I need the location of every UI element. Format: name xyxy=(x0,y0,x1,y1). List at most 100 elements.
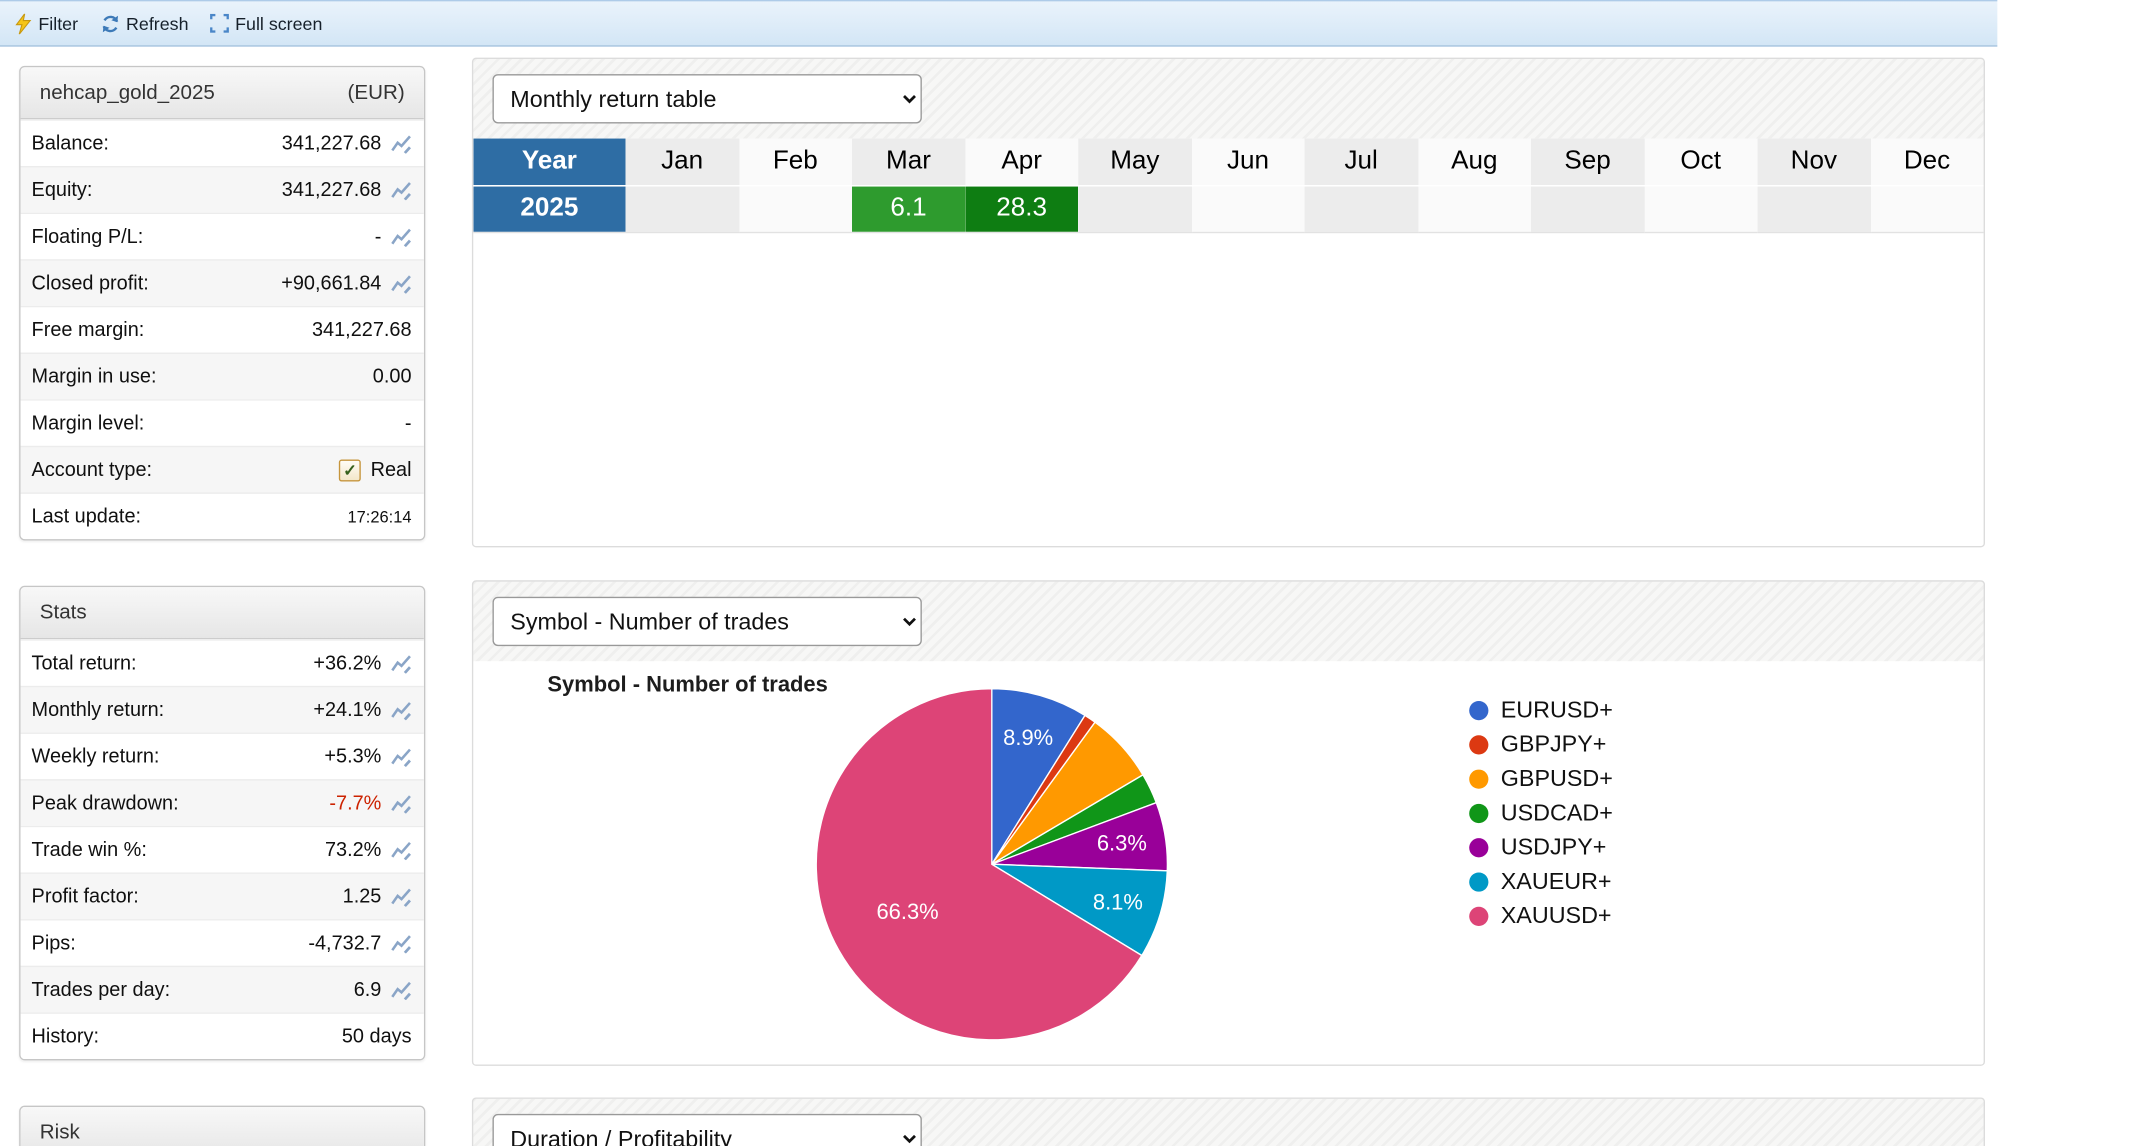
month-cell-jan xyxy=(625,185,739,233)
stats-row: Profit factor: 1.25 xyxy=(20,872,424,920)
account-panel: nehcap_gold_2025 (EUR) Balance: 341,227.6… xyxy=(19,65,426,541)
fullscreen-icon xyxy=(210,13,230,33)
account-row: Floating P/L: - xyxy=(20,212,424,260)
legend-dot xyxy=(1469,906,1489,926)
pie-slice-xauusd xyxy=(815,687,1143,1041)
stats-row-value-group: 1.25 xyxy=(343,885,412,907)
stats-row: Total return: +36.2% xyxy=(20,639,424,686)
month-header-oct: Oct xyxy=(1644,138,1758,186)
pie-slice-label: 6.3% xyxy=(1097,831,1147,856)
account-row-value: - xyxy=(374,225,382,248)
chart-icon[interactable] xyxy=(391,274,412,293)
symbol-dropdown-strip: Symbol - Number of trades xyxy=(473,582,1983,662)
legend-dot xyxy=(1469,837,1489,857)
stats-row-value: 6.9 xyxy=(353,978,382,1001)
stats-row: Pips: -4,732.7 xyxy=(20,919,424,966)
stats-panel-header: Stats xyxy=(20,587,424,640)
refresh-button[interactable]: Refresh xyxy=(100,13,189,34)
year-cell: 2025 xyxy=(473,185,626,233)
legend-item-usdcad: USDCAD+ xyxy=(1469,796,1613,830)
symbol-view-select[interactable]: Symbol - Number of trades xyxy=(492,596,922,647)
account-row-label: Balance: xyxy=(31,132,109,155)
pie-slice-label: 8.1% xyxy=(1093,890,1143,915)
account-title: nehcap_gold_2025 xyxy=(39,80,215,105)
chart-icon[interactable] xyxy=(391,934,412,953)
stats-row-label: Total return: xyxy=(31,652,137,675)
legend-item-gbpjpy: GBPJPY+ xyxy=(1469,727,1613,761)
month-cell-mar: 6.1 xyxy=(851,185,966,233)
month-cell-oct xyxy=(1644,185,1758,233)
account-row-value: 341,227.68 xyxy=(311,318,412,341)
account-row-value-group: 341,227.68 xyxy=(312,319,412,341)
chart-icon[interactable] xyxy=(391,980,412,1000)
chart-icon[interactable] xyxy=(391,654,412,673)
chart-icon[interactable] xyxy=(391,227,412,247)
legend-dot xyxy=(1469,768,1489,789)
duration-view-select[interactable]: Duration / Profitability xyxy=(492,1113,922,1146)
duration-dropdown-strip: Duration / Profitability xyxy=(473,1099,1983,1146)
chart-icon[interactable] xyxy=(391,134,412,153)
account-row: Closed profit: +90,661.84 xyxy=(20,259,424,306)
account-row-label: Last update: xyxy=(31,505,142,528)
account-row-value: 17:26:14 xyxy=(347,506,412,527)
account-row-label: Floating P/L: xyxy=(31,225,144,248)
filter-button[interactable]: Filter xyxy=(14,13,78,34)
account-row: Margin in use: 0.00 xyxy=(20,352,424,400)
stats-row-label: Profit factor: xyxy=(31,885,139,908)
fullscreen-label: Full screen xyxy=(235,13,323,34)
pie-chart: 8.9% 6.3% 8.1% 66.3% xyxy=(815,687,1169,1041)
month-header-feb: Feb xyxy=(738,138,852,186)
chart-icon[interactable] xyxy=(391,700,412,720)
pie-chart-box: Symbol - Number of trades 8.9% 6.3% 8.1% 66… xyxy=(473,661,1984,1065)
month-cell-dec xyxy=(1870,185,1984,233)
account-row: Balance: 341,227.68 xyxy=(20,119,424,166)
legend-label: XAUUSD+ xyxy=(1500,901,1612,929)
monthly-view-select[interactable]: Monthly return table xyxy=(492,74,922,124)
stats-row-value-group: -7.7% xyxy=(329,792,411,814)
risk-panel-header: Risk xyxy=(20,1107,424,1146)
fullscreen-button[interactable]: Full screen xyxy=(210,13,322,34)
month-header-may: May xyxy=(1078,138,1192,186)
account-row-value: - xyxy=(404,412,412,435)
stats-row-value-group: +24.1% xyxy=(313,699,411,721)
account-row: Margin level: - xyxy=(20,399,424,446)
chart-icon[interactable] xyxy=(391,887,412,907)
pie-slice-eurusd xyxy=(991,687,1086,867)
symbol-trades-panel: Symbol - Number of trades Symbol - Numbe… xyxy=(471,580,1985,1066)
stats-row-label: Trade win %: xyxy=(31,838,147,861)
account-row-value: 341,227.68 xyxy=(281,179,382,201)
month-cell-nov xyxy=(1757,185,1871,233)
account-row-value: 341,227.68 xyxy=(281,132,382,155)
legend-dot xyxy=(1469,734,1489,754)
stats-row: Peak drawdown: -7.7% xyxy=(20,779,424,826)
chart-icon[interactable] xyxy=(391,794,412,813)
account-row-value-group: 17:26:14 xyxy=(347,507,411,526)
pie-legend: EURUSD+ GBPJPY+ GBPUSD+ USDCAD+ USDJPY+ XAUEU… xyxy=(1469,693,1613,933)
account-row-label: Account type: xyxy=(31,458,153,481)
stats-row: Weekly return: +5.3% xyxy=(20,732,424,780)
chart-icon[interactable] xyxy=(391,840,412,860)
stats-row-label: Weekly return: xyxy=(31,745,160,768)
monthly-dropdown-strip: Monthly return table xyxy=(473,59,1983,139)
account-row-value-group: 341,227.68 xyxy=(282,132,412,154)
chart-icon[interactable] xyxy=(391,747,412,767)
stats-row-value-group: 50 days xyxy=(342,1025,412,1047)
month-cell-sep xyxy=(1530,185,1645,233)
month-header-nov: Nov xyxy=(1757,138,1871,186)
month-header-mar: Mar xyxy=(851,138,966,186)
month-header-jun: Jun xyxy=(1191,138,1305,186)
legend-label: USDCAD+ xyxy=(1500,799,1613,826)
pie-chart-title: Symbol - Number of trades xyxy=(547,673,828,697)
stats-row-value: -4,732.7 xyxy=(308,932,382,955)
legend-item-gbpusd: GBPUSD+ xyxy=(1469,761,1613,795)
chart-icon[interactable] xyxy=(391,180,412,200)
account-row-value: Real xyxy=(370,458,412,481)
account-panel-header: nehcap_gold_2025 (EUR) xyxy=(20,67,424,120)
risk-title: Risk xyxy=(39,1120,80,1145)
account-row: Account type: ✓ Real xyxy=(20,445,424,493)
account-row-value-group: ✓ Real xyxy=(339,458,412,481)
stats-row-label: Peak drawdown: xyxy=(31,792,179,815)
year-row: 2025 6.1 28.3 xyxy=(473,185,1984,233)
